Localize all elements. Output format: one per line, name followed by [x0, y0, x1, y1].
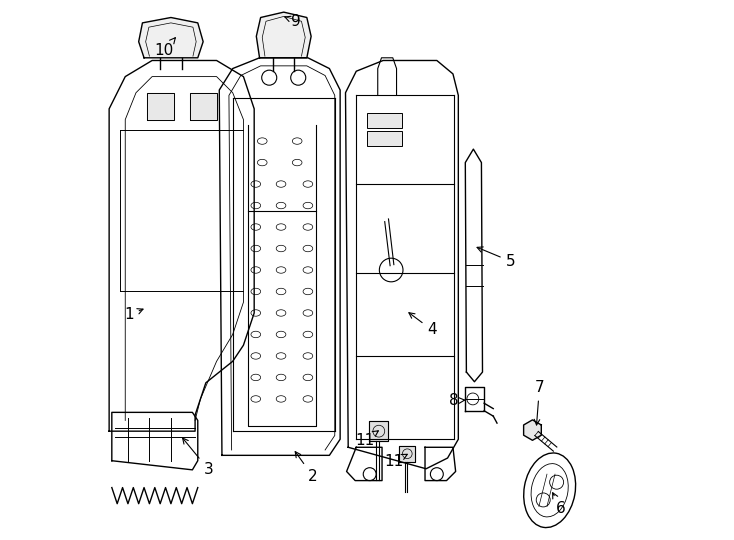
Polygon shape — [425, 447, 456, 481]
Polygon shape — [219, 58, 340, 455]
Text: 7: 7 — [534, 381, 544, 425]
Polygon shape — [147, 93, 174, 119]
Polygon shape — [346, 447, 382, 481]
Text: 2: 2 — [295, 451, 318, 484]
Text: 8: 8 — [448, 393, 465, 408]
Ellipse shape — [523, 453, 575, 528]
Bar — [367, 113, 402, 127]
Text: 11: 11 — [355, 431, 378, 448]
Text: 6: 6 — [553, 492, 566, 516]
Polygon shape — [109, 60, 254, 431]
Text: 1: 1 — [124, 307, 143, 322]
Polygon shape — [523, 420, 541, 440]
Text: 9: 9 — [285, 14, 300, 29]
Polygon shape — [465, 387, 484, 411]
Polygon shape — [465, 149, 482, 382]
Polygon shape — [139, 17, 203, 58]
Text: 10: 10 — [155, 38, 175, 58]
Polygon shape — [369, 422, 388, 441]
Text: 5: 5 — [477, 247, 515, 269]
Polygon shape — [189, 93, 217, 119]
Polygon shape — [256, 12, 311, 58]
Text: 11: 11 — [384, 454, 407, 469]
Bar — [367, 131, 402, 146]
Polygon shape — [346, 60, 458, 469]
Polygon shape — [112, 413, 197, 470]
Text: 4: 4 — [409, 313, 437, 338]
Text: 3: 3 — [183, 438, 214, 477]
Polygon shape — [399, 446, 415, 462]
